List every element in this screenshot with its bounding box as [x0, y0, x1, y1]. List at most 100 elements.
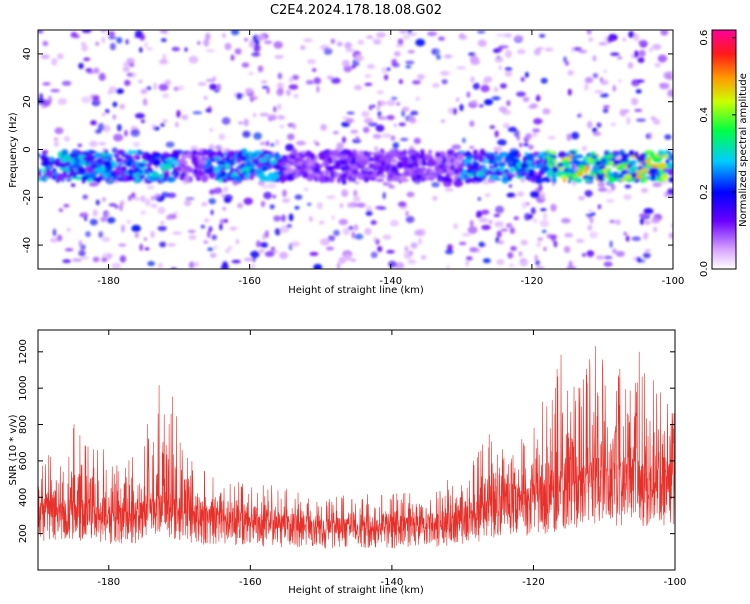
spectrogram-cell: [266, 86, 270, 95]
spectrogram-cell: [71, 164, 78, 169]
spectrogram-cell: [470, 76, 475, 83]
spectrogram-cell: [351, 169, 359, 175]
spectrogram-cell: [273, 215, 281, 222]
spectrogram-cell: [475, 176, 483, 183]
colorbar-tick-label: 0.2: [699, 184, 710, 200]
spectrogram-cell: [502, 177, 506, 182]
spectrogram-cell: [498, 65, 502, 71]
spectrogram-cell: [286, 224, 292, 228]
spectrogram-cell: [381, 159, 386, 167]
spectrogram-cell: [542, 108, 551, 115]
spectrogram-cell: [81, 30, 92, 34]
spectrogram-cell: [481, 209, 490, 215]
spectrogram-cell: [504, 50, 512, 58]
spectrogram-cell: [504, 70, 513, 77]
spectrogram-cell: [172, 231, 182, 235]
spectrogram-cell: [205, 49, 216, 53]
spectrogram-cell: [101, 36, 106, 44]
spectrogram-cell: [338, 154, 347, 160]
spectrogram-cell: [508, 263, 515, 267]
spectrogram-cell: [427, 31, 437, 37]
spectrogram-cell: [478, 241, 485, 248]
spectrogram-cell: [459, 104, 464, 112]
spectrogram-cell: [95, 199, 100, 206]
spectrogram-cell: [61, 149, 69, 156]
spectrogram-cell: [566, 133, 572, 141]
spectrogram-cell: [146, 166, 152, 172]
y-tick-label: 1000: [18, 375, 29, 400]
spectrogram-cell: [667, 171, 673, 176]
spectrogram-cell: [390, 219, 399, 227]
spectrogram-cell: [246, 173, 251, 177]
spectrogram-cell: [586, 250, 595, 256]
spectrogram-cell: [402, 35, 410, 40]
spectrogram-cell: [272, 174, 277, 182]
spectrogram-cell: [203, 38, 210, 47]
snr-x-axis-label: Height of straight line (km): [288, 585, 424, 596]
spectrogram-cell: [209, 189, 216, 195]
spectrogram-cell: [62, 259, 72, 264]
spectrogram-cell: [150, 230, 155, 239]
spectrogram-cell: [392, 142, 400, 149]
spectrogram-cell: [198, 162, 203, 170]
spectrogram-cell: [66, 227, 71, 232]
spectrogram-cell: [87, 149, 95, 155]
spectrogram-cell: [234, 176, 242, 183]
spectrogram-cell: [386, 177, 394, 182]
spectrogram-cell: [173, 161, 180, 166]
spectrogram-cell: [350, 129, 359, 134]
spectrogram-cell: [95, 41, 100, 46]
spectrogram-cell: [530, 207, 536, 215]
x-tick-label: -100: [664, 577, 687, 588]
spectrogram-cell: [160, 122, 165, 127]
spectrogram-cell: [313, 175, 318, 180]
spectrogram-cell: [63, 135, 70, 142]
spectrogram-cell: [349, 164, 358, 170]
spectrogram-cell: [364, 74, 372, 78]
spectrogram-cell: [635, 89, 642, 94]
x-tick-label: -160: [238, 276, 261, 287]
spectrogram-cell: [495, 205, 504, 214]
spectrogram-cell: [598, 41, 608, 46]
spectrogram-cell: [146, 86, 152, 91]
spectrogram-cell: [81, 96, 91, 104]
spectrogram-cell: [116, 124, 122, 132]
x-tick-label: -120: [521, 276, 544, 287]
spectrogram-cell: [205, 78, 216, 83]
spectrogram-cell: [467, 226, 478, 234]
spectrogram-cell: [603, 69, 607, 74]
spectrogram-cell: [336, 41, 343, 47]
spectrogram-cell: [319, 220, 325, 225]
spectrogram-cell: [405, 60, 415, 65]
spectrogram-cell: [364, 178, 369, 183]
spectrogram-cell: [469, 164, 479, 169]
spectrogram-cell: [320, 238, 330, 246]
spectrogram-cell: [108, 31, 115, 37]
spectrogram-cell: [263, 154, 270, 158]
spectrogram-cell: [279, 251, 289, 260]
y-tick-label: 800: [18, 415, 29, 434]
spectrogram-cell: [134, 113, 145, 119]
x-tick-label: -100: [662, 276, 685, 287]
spectrogram-cell: [161, 166, 166, 172]
spectrogram-cell: [357, 150, 364, 157]
spectrogram-cell: [113, 153, 118, 158]
spectrogram-cell: [115, 88, 124, 94]
spectrogram-cell: [139, 243, 143, 251]
x-tick-label: -140: [381, 577, 404, 588]
spectrogram-cell: [94, 152, 101, 159]
spectrogram-cell: [350, 258, 357, 262]
spectrogram-cell: [458, 35, 468, 40]
spectrogram-cell: [432, 195, 438, 201]
spectrogram-cell: [230, 54, 235, 61]
spectrogram-cell: [157, 206, 166, 215]
spectrogram-cell: [520, 162, 529, 169]
spectrogram-cell: [216, 83, 221, 92]
spectrogram-cell: [136, 156, 141, 160]
spectrogram-cell: [532, 128, 541, 133]
spectrogram-cell: [128, 168, 134, 176]
spectrogram-cell: [476, 210, 483, 219]
spectrogram-cell: [594, 90, 604, 94]
spectrogram-cell: [377, 165, 385, 173]
spectrogram-cell: [279, 124, 285, 129]
